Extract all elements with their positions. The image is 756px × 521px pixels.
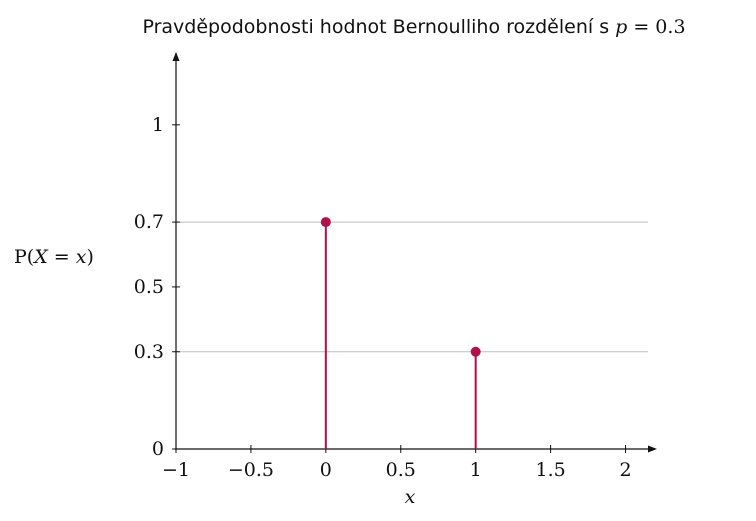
y-tick-label: 1	[152, 114, 164, 136]
y-tick-label: 0	[152, 438, 164, 460]
ticks: −1 −0.5 0 0.5 1 1.5 2 0 0.3 0.5 0.7 1	[134, 114, 632, 481]
y-label-var-x-lower: x	[76, 246, 87, 268]
x-tick-label: −0.5	[228, 459, 274, 481]
x-tick-label: 0.5	[386, 459, 416, 481]
y-label-suffix: )	[86, 246, 93, 268]
chart-title-text: Pravděpodobnosti hodnot Bernoulliho rozd…	[142, 16, 615, 38]
stem-marker	[470, 346, 481, 357]
chart-title-variable: p	[615, 16, 627, 38]
y-tick-label: 0.5	[134, 276, 164, 298]
x-tick-label: 0	[320, 459, 332, 481]
chart-title-value: = 0.3	[627, 16, 685, 38]
chart-title: Pravděpodobnosti hodnot Bernoulliho rozd…	[142, 16, 685, 38]
y-axis-label: P(X = x)	[14, 246, 94, 268]
x-axis-arrow	[648, 445, 657, 453]
y-tick-label: 0.3	[134, 341, 164, 363]
y-tick-label: 0.7	[134, 211, 164, 233]
x-tick-label: 1	[470, 459, 482, 481]
stems	[320, 217, 481, 449]
x-tick-label: 2	[619, 459, 631, 481]
y-label-equals: =	[48, 246, 76, 268]
y-axis-arrow	[172, 52, 180, 61]
x-axis-label: x	[405, 486, 416, 508]
y-label-prefix: P(	[14, 246, 34, 268]
x-tick-label: −1	[162, 459, 190, 481]
stem-marker	[320, 217, 331, 228]
axes	[172, 52, 657, 453]
y-label-var-x-upper: X	[32, 246, 49, 268]
gridlines	[176, 221, 648, 353]
x-tick-label: 1.5	[535, 459, 565, 481]
